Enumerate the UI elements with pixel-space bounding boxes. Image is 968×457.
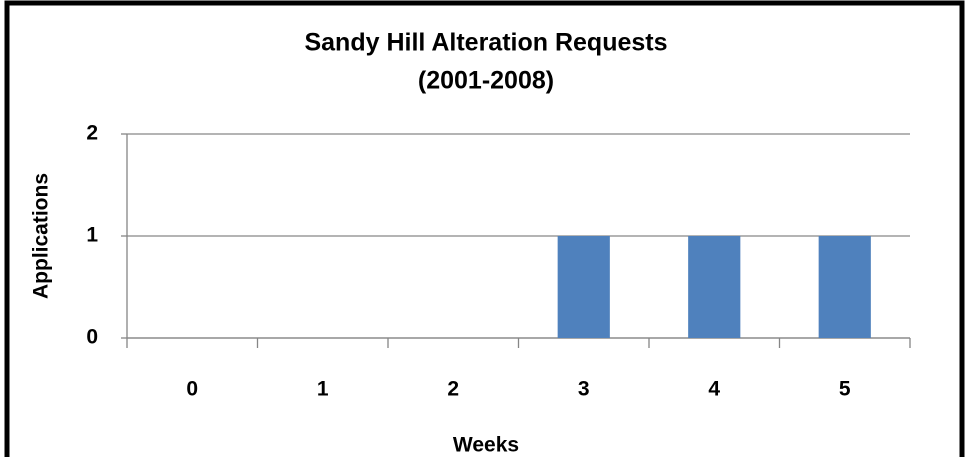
x-tick-label: 0: [186, 378, 198, 401]
x-tick-label: 2: [447, 378, 459, 401]
chart-border: [4, 0, 965, 457]
x-tick-label: 1: [317, 378, 329, 401]
y-tick-label: 0: [86, 326, 98, 349]
y-tick-label: 2: [86, 122, 98, 145]
bar: [818, 236, 871, 338]
y-tick-label: 1: [86, 224, 98, 247]
bar: [557, 236, 610, 338]
x-tick-label: 4: [708, 378, 720, 401]
x-axis-label: Weeks: [453, 434, 519, 457]
x-tick-label: 3: [578, 378, 590, 401]
bar: [688, 236, 741, 338]
y-axis-label: Applications: [30, 173, 53, 299]
chart-title: Sandy Hill Alteration Requests: [304, 29, 667, 57]
x-tick-label: 5: [839, 378, 851, 401]
chart-subtitle: (2001-2008): [418, 67, 554, 95]
